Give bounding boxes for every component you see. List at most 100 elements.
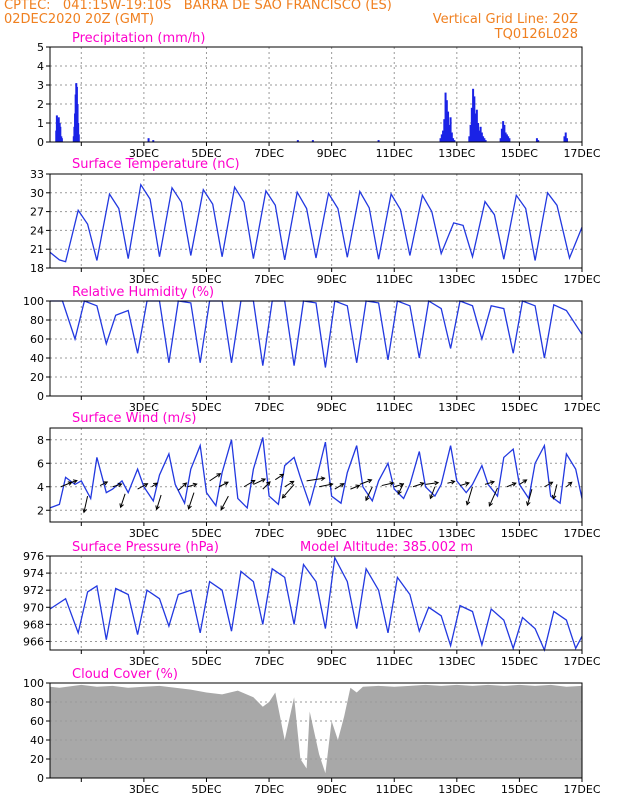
wind-arrow [359, 479, 372, 485]
wind-arrow [484, 481, 495, 485]
precip-bar [445, 100, 448, 142]
x-tick-label: 17DEC [563, 147, 600, 160]
header-vertical-grid-note: Vertical Grid Line: 20Z [432, 12, 578, 27]
wind-arrow-head [182, 482, 188, 488]
wind-arrow-head [464, 481, 470, 487]
y-tick-label: 968 [23, 618, 44, 631]
wind-arrow [83, 496, 89, 513]
wind-arrow [552, 484, 558, 499]
precip-bar [535, 138, 538, 142]
wind-arrow [466, 486, 473, 505]
wind-arrow-head [465, 500, 471, 506]
wind-arrow [253, 478, 266, 485]
precip-bar [504, 132, 507, 142]
wind-arrow [519, 479, 527, 485]
precip-bar [77, 123, 80, 142]
x-tick-label: 3DEC [129, 147, 159, 160]
panel-frame [49, 555, 583, 651]
y-tick-label: 974 [23, 567, 44, 580]
x-tick-label: 5DEC [191, 401, 221, 414]
precip-bar [564, 132, 567, 142]
y-tick-label: 60 [30, 333, 44, 346]
y-tick-label: 60 [30, 715, 44, 728]
precip-bar [470, 107, 473, 142]
precip-bar [453, 140, 456, 142]
x-tick-label: 3DEC [129, 527, 159, 540]
y-tick-label: 4 [37, 60, 44, 73]
x-tick-label: 3DEC [129, 401, 159, 414]
y-tick-label: 2 [37, 98, 44, 111]
wind-arrow-head [489, 480, 495, 485]
y-tick-label: 4 [37, 481, 44, 494]
panel-title: Surface Temperature (nC) [72, 157, 240, 172]
y-tick-label: 18 [30, 262, 44, 275]
x-tick-label: 9DEC [317, 527, 347, 540]
x-tick-label: 15DEC [501, 273, 538, 286]
x-tick-label: 11DEC [376, 147, 413, 160]
x-tick-label: 13DEC [438, 655, 475, 668]
x-tick-label: 15DEC [501, 401, 538, 414]
y-tick-label: 33 [30, 168, 44, 181]
x-tick-label: 7DEC [254, 273, 284, 286]
wind-arrow [334, 483, 345, 490]
precip-bar [296, 140, 299, 142]
x-tick-label: 17DEC [563, 527, 600, 540]
x-tick-label: 11DEC [376, 527, 413, 540]
panel-frame [49, 427, 583, 523]
wind-arrow [112, 483, 122, 488]
cloud-cover-area [50, 684, 582, 778]
panel-frame [49, 173, 583, 269]
x-tick-label: 15DEC [501, 783, 538, 796]
precip-bar [477, 123, 480, 142]
x-tick-label: 5DEC [191, 783, 221, 796]
panel-pressure: 966 968 970 972 974 976 3DEC 5DEC 7DEC 9DEC 11DEC 1… [23, 540, 601, 668]
wind-arrow-head [328, 482, 334, 488]
panel-wind: 2 4 6 8 3DEC 5DEC 7DEC 9DEC 11DEC 13DEC 15DEC 17DEC… [37, 411, 601, 540]
x-tick-label: 13DEC [438, 273, 475, 286]
panel-cloud: 0 20 40 60 80 100 3DEC 5DEC 7DEC 9DEC 11DEC 13DEC 15… [23, 667, 601, 796]
x-tick-label: 17DEC [563, 783, 600, 796]
header-init-time: 02DEC2020 20Z (GMT) [4, 12, 155, 27]
wind-arrow [566, 481, 573, 488]
x-tick-label: 11DEC [376, 783, 413, 796]
precip-bar [152, 140, 155, 142]
y-tick-label: 976 [23, 550, 44, 563]
precip-bar [565, 138, 568, 142]
y-tick-label: 40 [30, 734, 44, 747]
wind-arrow-head [355, 484, 361, 489]
wind-arrow [137, 483, 148, 490]
precip-bar [473, 96, 476, 142]
header-model-id: TQ0126L028 [494, 27, 578, 42]
y-tick-label: 100 [23, 677, 44, 690]
precip-bar [474, 113, 477, 142]
panel-frame [49, 46, 583, 143]
x-tick-label: 5DEC [191, 147, 221, 160]
precip-bar [482, 136, 485, 142]
wind-arrow-head [223, 481, 229, 486]
precip-bar [444, 92, 447, 142]
precip-bar [311, 140, 314, 142]
x-tick-label: 15DEC [501, 147, 538, 160]
x-tick-label: 13DEC [438, 147, 475, 160]
wind-arrow-head [548, 481, 554, 486]
wind-arrow [365, 486, 373, 501]
precip-bar [479, 126, 482, 142]
wind-arrow-head [511, 482, 517, 487]
precip-bar [448, 124, 451, 142]
panel-title: Surface Pressure (hPa) [72, 540, 219, 555]
precip-bar [499, 138, 502, 142]
precip-bar [377, 140, 380, 142]
wind-arrow-head [216, 473, 222, 478]
x-tick-label: 11DEC [376, 273, 413, 286]
precip-bar [447, 111, 450, 142]
precip-bar [505, 134, 508, 142]
y-tick-label: 21 [30, 243, 44, 256]
wind-arrow-head [434, 480, 440, 486]
precip-bar [59, 126, 62, 142]
wind-arrow-head [72, 479, 78, 484]
x-tick-label: 17DEC [563, 655, 600, 668]
wind-arrow [68, 480, 78, 484]
wind-arrow-head [567, 481, 573, 487]
wind-arrow [459, 482, 470, 487]
